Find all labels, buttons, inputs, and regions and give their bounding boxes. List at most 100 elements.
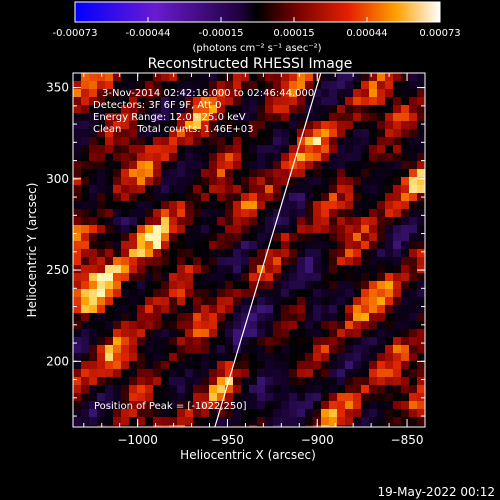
heatmap-cell — [385, 369, 394, 378]
heatmap-cell — [313, 153, 322, 162]
heatmap-cell — [329, 113, 338, 122]
heatmap-cell — [329, 305, 338, 314]
heatmap-cell — [161, 113, 170, 122]
heatmap-cell — [185, 105, 194, 114]
heatmap-cell — [409, 361, 418, 370]
heatmap-cell — [217, 121, 226, 130]
heatmap-cell — [161, 257, 170, 266]
heatmap-cell — [161, 81, 170, 90]
heatmap-cell — [305, 313, 314, 322]
heatmap-cell — [385, 201, 394, 210]
heatmap-cell — [241, 417, 250, 426]
heatmap-cell — [417, 177, 425, 186]
heatmap-cell — [113, 369, 122, 378]
heatmap-cell — [337, 401, 346, 410]
heatmap-cell — [289, 321, 298, 330]
heatmap-cell — [81, 73, 90, 82]
heatmap-cell — [121, 369, 130, 378]
heatmap-cell — [129, 257, 138, 266]
heatmap-cell — [321, 385, 330, 394]
heatmap-cell — [73, 265, 82, 274]
heatmap-cell — [225, 385, 234, 394]
heatmap-cell — [81, 193, 90, 202]
heatmap-cell — [369, 105, 378, 114]
heatmap-cell — [361, 81, 370, 90]
heatmap-cell — [145, 257, 154, 266]
heatmap-cell — [393, 209, 402, 218]
heatmap-cell — [377, 345, 386, 354]
heatmap-cell — [161, 201, 170, 210]
heatmap-cell — [97, 289, 106, 298]
heatmap-cell — [377, 425, 386, 427]
heatmap-cell — [89, 217, 98, 226]
heatmap-cell — [337, 137, 346, 146]
info-time-range: 3-Nov-2014 02:42:16.000 to 02:46:44.000 — [102, 88, 314, 99]
heatmap-cell — [73, 81, 82, 90]
heatmap-cell — [385, 217, 394, 226]
heatmap-cell — [153, 337, 162, 346]
heatmap-cell — [185, 249, 194, 258]
heatmap-cell — [289, 185, 298, 194]
heatmap-cell — [361, 137, 370, 146]
heatmap-cell — [161, 337, 170, 346]
heatmap-cell — [273, 409, 282, 418]
heatmap-cell — [193, 209, 202, 218]
heatmap-cell — [345, 177, 354, 186]
heatmap-cell — [305, 393, 314, 402]
heatmap-cell — [81, 417, 90, 426]
heatmap-cell — [401, 297, 410, 306]
heatmap-cell — [145, 249, 154, 258]
heatmap-cell — [361, 249, 370, 258]
heatmap-cell — [129, 401, 138, 410]
heatmap-cell — [241, 241, 250, 250]
heatmap-cell — [89, 401, 98, 410]
heatmap-cell — [217, 185, 226, 194]
heatmap-cell — [321, 417, 330, 426]
heatmap-cell — [241, 233, 250, 242]
heatmap-cell — [305, 233, 314, 242]
heatmap-cell — [185, 89, 194, 98]
heatmap-cell — [113, 145, 122, 154]
heatmap-cell — [217, 305, 226, 314]
heatmap-cell — [417, 185, 425, 194]
heatmap-cell — [121, 321, 130, 330]
heatmap-cell — [97, 233, 106, 242]
heatmap-cell — [185, 385, 194, 394]
heatmap-cell — [217, 361, 226, 370]
heatmap-cell — [177, 353, 186, 362]
heatmap-cell — [409, 281, 418, 290]
heatmap-cell — [209, 297, 218, 306]
heatmap-cell — [89, 281, 98, 290]
heatmap-cell — [393, 129, 402, 138]
heatmap-cell — [249, 137, 258, 146]
heatmap-cell — [201, 185, 210, 194]
heatmap-cell — [289, 97, 298, 106]
heatmap-cell — [209, 289, 218, 298]
heatmap-cell — [89, 121, 98, 130]
heatmap-cell — [185, 273, 194, 282]
heatmap-cell — [385, 209, 394, 218]
heatmap-cell — [161, 401, 170, 410]
heatmap-cell — [233, 337, 242, 346]
heatmap-cell — [201, 169, 210, 178]
heatmap-cell — [209, 385, 218, 394]
heatmap-cell — [217, 313, 226, 322]
heatmap-cell — [345, 241, 354, 250]
heatmap-cell — [297, 81, 306, 90]
heatmap-cell — [353, 225, 362, 234]
heatmap-cell — [393, 393, 402, 402]
heatmap-cell — [353, 297, 362, 306]
heatmap-cell — [401, 89, 410, 98]
heatmap-cell — [105, 289, 114, 298]
heatmap-cell — [353, 281, 362, 290]
heatmap-cell — [201, 401, 210, 410]
heatmap-cell — [169, 153, 178, 162]
heatmap-cell — [81, 137, 90, 146]
heatmap-cell — [353, 161, 362, 170]
heatmap-cell — [265, 345, 274, 354]
heatmap-cell — [385, 249, 394, 258]
heatmap-cell — [129, 105, 138, 114]
heatmap-cell — [137, 313, 146, 322]
heatmap-cell — [121, 201, 130, 210]
heatmap-cell — [273, 129, 282, 138]
